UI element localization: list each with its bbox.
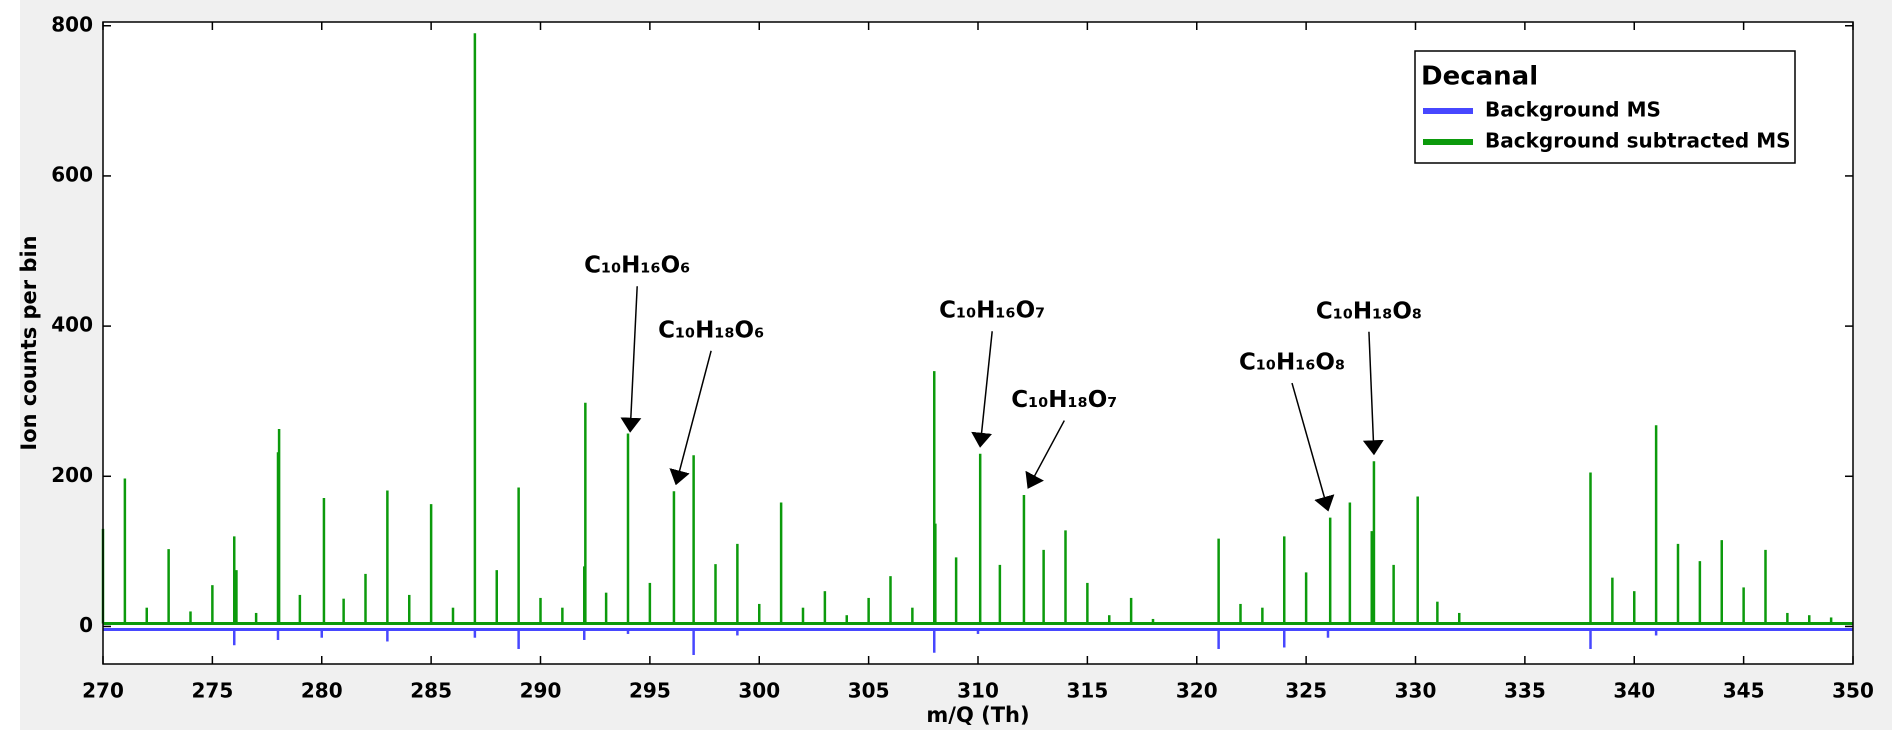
x-tick-label: 285 [410, 679, 452, 703]
annotation-arrow [669, 350, 712, 486]
x-tick-label: 330 [1395, 679, 1437, 703]
x-tick-label: 340 [1613, 679, 1655, 703]
x-tick-label: 270 [82, 679, 124, 703]
annotation-label: C₁₀H₁₆O₆ [584, 253, 690, 279]
annotation-arrow [1291, 382, 1335, 512]
y-tick-label: 400 [51, 313, 93, 337]
annotation-label: C₁₀H₁₈O₇ [1011, 387, 1117, 413]
x-tick-label: 275 [192, 679, 234, 703]
annotation-arrow [620, 286, 642, 433]
annotation-label: C₁₀H₁₆O₈ [1239, 350, 1345, 376]
legend-box [1414, 50, 1796, 164]
annotation-arrow [971, 331, 993, 448]
annotation-label: C₁₀H₁₈O₈ [1316, 298, 1422, 324]
x-tick-label: 295 [629, 679, 671, 703]
y-tick-label: 200 [51, 463, 93, 487]
axes-frame [102, 21, 1854, 665]
x-tick-label: 280 [301, 679, 343, 703]
y-tick-label: 600 [51, 162, 93, 186]
y-axis-label: Ion counts per bin [17, 235, 41, 450]
x-tick-label: 350 [1832, 679, 1874, 703]
x-tick-label: 345 [1723, 679, 1765, 703]
legend-label: Background subtracted MS [1485, 129, 1791, 153]
y-tick-label: 0 [79, 613, 93, 637]
x-tick-label: 335 [1504, 679, 1546, 703]
legend-title: Decanal [1421, 62, 1538, 92]
annotation-label: C₁₀H₁₈O₆ [658, 317, 764, 343]
x-tick-label: 320 [1176, 679, 1218, 703]
x-tick-label: 305 [848, 679, 890, 703]
x-tick-label: 310 [957, 679, 999, 703]
y-tick-label: 800 [51, 12, 93, 36]
x-axis-label: m/Q (Th) [926, 703, 1029, 727]
x-tick-label: 325 [1285, 679, 1327, 703]
annotation-label: C₁₀H₁₆O₇ [939, 298, 1045, 324]
annotation-arrow [1025, 420, 1065, 489]
x-tick-label: 290 [520, 679, 562, 703]
x-tick-label: 315 [1067, 679, 1109, 703]
annotation-arrow [1362, 331, 1384, 456]
x-tick-label: 300 [738, 679, 780, 703]
legend-label: Background MS [1485, 98, 1661, 122]
